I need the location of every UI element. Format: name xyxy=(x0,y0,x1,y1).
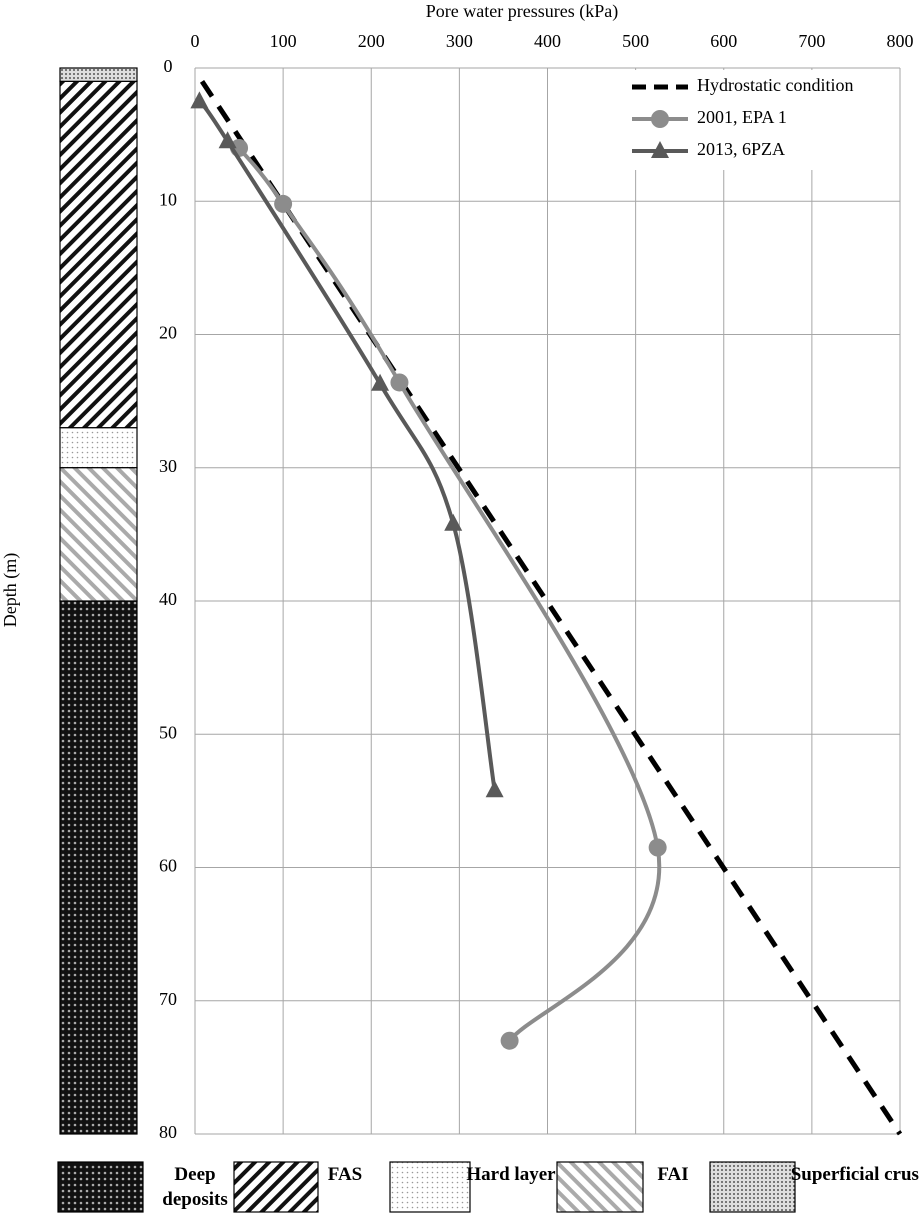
soil-legend-label: Deep deposits xyxy=(162,1164,228,1210)
series-line xyxy=(197,100,497,791)
y-axis-title: Depth (m) xyxy=(0,553,21,627)
y-tick-label: 60 xyxy=(159,856,177,876)
soil-legend-swatch xyxy=(556,1161,644,1213)
marker xyxy=(390,373,409,392)
y-tick-label: 30 xyxy=(159,456,177,476)
y-tick-label: 20 xyxy=(159,323,177,343)
marker xyxy=(648,838,667,857)
y-tick-label: 40 xyxy=(159,589,177,609)
series-line xyxy=(237,146,662,1042)
x-axis-title: Pore water pressures (kPa) xyxy=(426,1,618,22)
y-tick-label: 50 xyxy=(159,722,177,742)
x-tick-label: 600 xyxy=(710,31,737,51)
x-tick-label: 400 xyxy=(534,31,561,51)
marker xyxy=(444,513,463,531)
marker xyxy=(190,91,209,109)
y-tick-label: 70 xyxy=(159,989,177,1009)
soil-legend-swatch xyxy=(57,1161,144,1213)
soil-legend-swatch xyxy=(233,1161,319,1213)
x-tick-label: 500 xyxy=(622,31,649,51)
soil-layer xyxy=(59,80,138,429)
legend-label: 2013, 6PZA xyxy=(697,139,785,159)
soil-legend-swatch xyxy=(709,1161,796,1213)
soil-legend-label: Hard layer xyxy=(466,1164,556,1185)
x-tick-label: 800 xyxy=(887,31,914,51)
y-tick-label: 10 xyxy=(159,189,177,209)
y-tick-label: 80 xyxy=(159,1122,177,1142)
x-tick-label: 100 xyxy=(270,31,297,51)
marker xyxy=(218,131,237,149)
legend-label: 2001, EPA 1 xyxy=(697,107,787,127)
marker xyxy=(274,194,293,213)
marker xyxy=(485,780,504,798)
soil-legend-swatch xyxy=(389,1161,471,1213)
soil-layer xyxy=(59,467,138,602)
x-tick-label: 200 xyxy=(358,31,385,51)
marker xyxy=(500,1031,519,1050)
legend: Hydrostatic condition 2001, EPA 1 2013, 6P… xyxy=(622,70,892,170)
soil-legend-label: Superficial crust xyxy=(790,1164,919,1185)
y-tick-label: 0 xyxy=(164,56,173,76)
marker xyxy=(371,373,390,391)
soil-layer xyxy=(59,600,138,1135)
soil-legend-label: FAI xyxy=(657,1164,689,1185)
x-tick-label: 0 xyxy=(191,31,200,51)
soil-layer xyxy=(59,67,138,82)
x-tick-label: 700 xyxy=(798,31,825,51)
legend-label: Hydrostatic condition xyxy=(697,75,853,95)
x-tick-label: 300 xyxy=(446,31,473,51)
soil-legend-label: FAS xyxy=(327,1164,363,1185)
marker xyxy=(651,141,669,158)
soil-layer xyxy=(59,427,138,469)
marker xyxy=(651,110,669,128)
